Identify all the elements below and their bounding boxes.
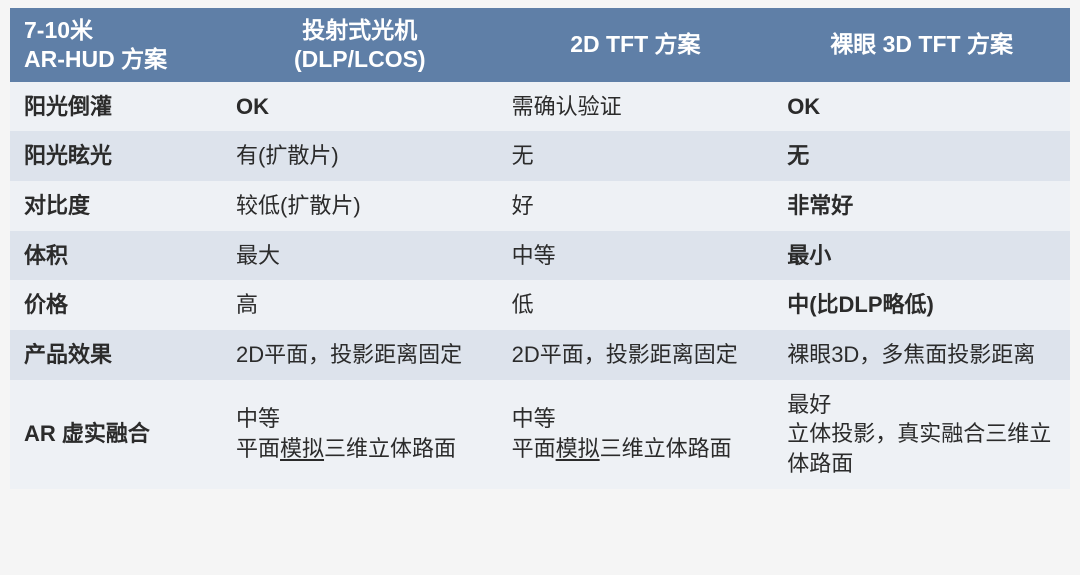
cell-tft3d: OK [773, 82, 1070, 132]
row-label: 阳光眩光 [10, 131, 222, 181]
table-row: AR 虚实融合中等平面模拟三维立体路面中等平面模拟三维立体路面最好立体投影，真实… [10, 380, 1070, 489]
header-line2: (DLP/LCOS) [294, 46, 426, 72]
row-label: 阳光倒灌 [10, 82, 222, 132]
cell-text: 平面 [512, 436, 556, 461]
cell-dlp: 较低(扩散片) [222, 181, 498, 231]
cell-dlp: 2D平面，投影距离固定 [222, 330, 498, 380]
row-label: 产品效果 [10, 330, 222, 380]
header-line2: AR-HUD 方案 [24, 46, 167, 72]
cell-text: 平面 [236, 436, 280, 461]
cell-tft3d: 中(比DLP略低) [773, 280, 1070, 330]
row-label: 对比度 [10, 181, 222, 231]
cell-tft2d: 好 [498, 181, 774, 231]
header-line1: 2D TFT 方案 [570, 31, 700, 57]
header-line1: 裸眼 3D TFT 方案 [830, 31, 1013, 57]
cell-tft2d: 需确认验证 [498, 82, 774, 132]
table-header: 7-10米 AR-HUD 方案 投射式光机 (DLP/LCOS) 2D TFT … [10, 8, 1070, 82]
table-row: 对比度较低(扩散片)好非常好 [10, 181, 1070, 231]
cell-tft3d: 裸眼3D，多焦面投影距离 [773, 330, 1070, 380]
cell-tft3d: 无 [773, 131, 1070, 181]
header-cell-label: 7-10米 AR-HUD 方案 [10, 8, 222, 82]
cell-text: 最好 [787, 392, 831, 417]
header-cell-tft3d: 裸眼 3D TFT 方案 [773, 8, 1070, 82]
cell-dlp: 有(扩散片) [222, 131, 498, 181]
table-row: 阳光眩光有(扩散片)无无 [10, 131, 1070, 181]
cell-tft3d: 非常好 [773, 181, 1070, 231]
header-cell-dlp: 投射式光机 (DLP/LCOS) [222, 8, 498, 82]
cell-text: 中等 [236, 406, 280, 431]
comparison-table: 7-10米 AR-HUD 方案 投射式光机 (DLP/LCOS) 2D TFT … [10, 8, 1070, 489]
cell-dlp: 高 [222, 280, 498, 330]
cell-tft3d: 最小 [773, 231, 1070, 281]
cell-tft2d: 无 [498, 131, 774, 181]
cell-text: 模拟 [556, 436, 600, 461]
cell-tft2d: 中等平面模拟三维立体路面 [498, 380, 774, 489]
table-row: 产品效果2D平面，投影距离固定2D平面，投影距离固定裸眼3D，多焦面投影距离 [10, 330, 1070, 380]
cell-tft3d: 最好立体投影，真实融合三维立体路面 [773, 380, 1070, 489]
cell-text: 立体投影，真实融合三维立体路面 [787, 421, 1051, 476]
cell-text: 中等 [512, 406, 556, 431]
header-line1: 7-10米 [24, 17, 93, 43]
cell-tft2d: 中等 [498, 231, 774, 281]
cell-dlp: OK [222, 82, 498, 132]
table-row: 价格高低中(比DLP略低) [10, 280, 1070, 330]
cell-dlp: 最大 [222, 231, 498, 281]
table-row: 阳光倒灌OK需确认验证OK [10, 82, 1070, 132]
table-container: 7-10米 AR-HUD 方案 投射式光机 (DLP/LCOS) 2D TFT … [0, 0, 1080, 497]
header-line1: 投射式光机 [302, 17, 417, 43]
table-body: 阳光倒灌OK需确认验证OK阳光眩光有(扩散片)无无对比度较低(扩散片)好非常好体… [10, 82, 1070, 489]
header-row: 7-10米 AR-HUD 方案 投射式光机 (DLP/LCOS) 2D TFT … [10, 8, 1070, 82]
cell-text: 模拟 [280, 436, 324, 461]
row-label: 价格 [10, 280, 222, 330]
cell-text: 三维立体路面 [600, 436, 732, 461]
cell-tft2d: 2D平面，投影距离固定 [498, 330, 774, 380]
cell-text: 三维立体路面 [324, 436, 456, 461]
row-label: 体积 [10, 231, 222, 281]
header-cell-tft2d: 2D TFT 方案 [498, 8, 774, 82]
cell-dlp: 中等平面模拟三维立体路面 [222, 380, 498, 489]
row-label: AR 虚实融合 [10, 380, 222, 489]
cell-tft2d: 低 [498, 280, 774, 330]
table-row: 体积最大中等最小 [10, 231, 1070, 281]
